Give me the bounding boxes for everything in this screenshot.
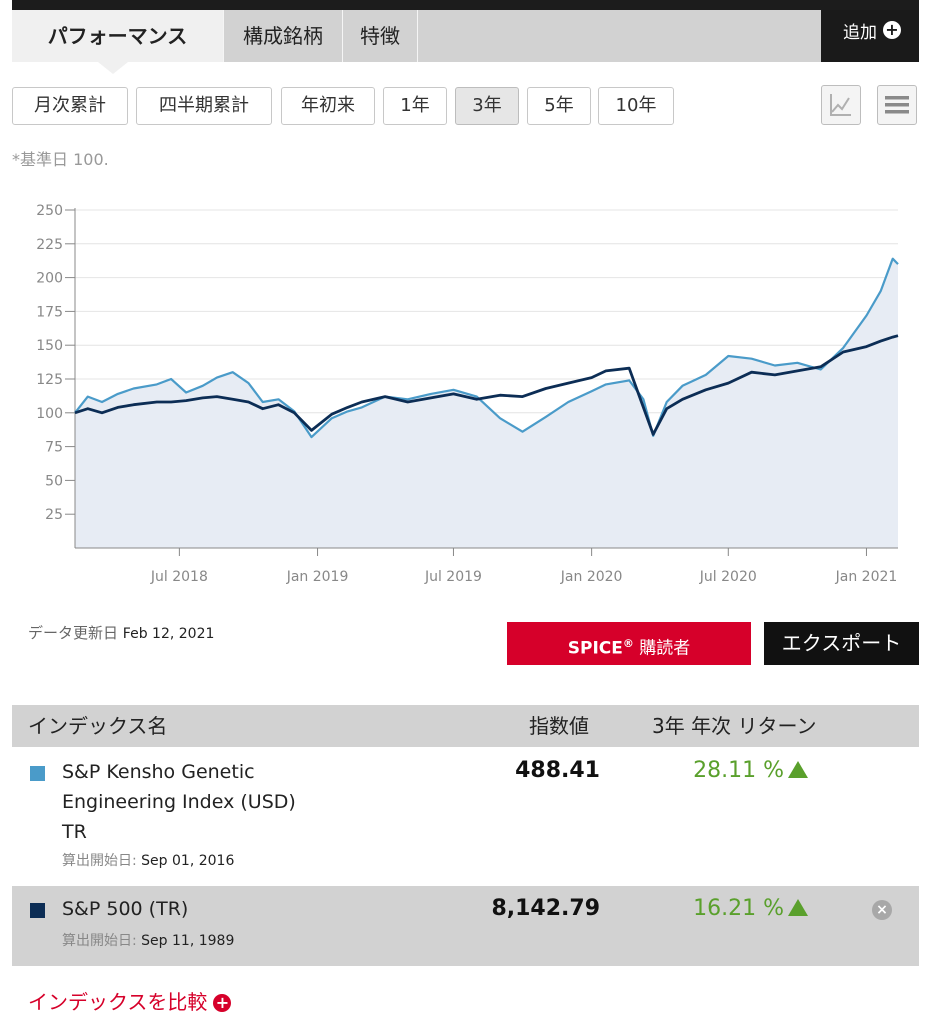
sp500-series-line <box>74 334 899 436</box>
table-row: S&P 500 (TR) 算出開始日: Sep 11, 1989 8,142.7… <box>12 886 919 966</box>
y-tick-label: 100 <box>36 406 63 422</box>
x-tick-label: Jul 2018 <box>150 569 208 585</box>
table-view-icon <box>885 96 909 114</box>
plus-circle-icon: + <box>213 994 232 1012</box>
data-updated: データ更新日 Feb 12, 2021 <box>28 622 214 643</box>
export-button[interactable]: エクスポート <box>764 622 919 665</box>
add-label: 追加 <box>843 23 877 43</box>
compare-label: インデックスを比較 <box>28 990 208 1014</box>
index-name: S&P 500 (TR) <box>62 894 188 924</box>
index-name-line: S&P Kensho Genetic <box>62 761 255 783</box>
chart-view-button[interactable] <box>821 85 861 125</box>
tab-performance[interactable]: パフォーマンス <box>12 10 223 62</box>
x-tick-label: Jan 2020 <box>560 569 623 585</box>
inception-value: Sep 11, 1989 <box>141 933 235 949</box>
tab-characteristics[interactable]: 特徴 <box>360 24 400 48</box>
index-name-line: Engineering Index (USD) <box>62 791 296 813</box>
annual-return: 16.21 % <box>608 896 808 921</box>
header-index-name: インデックス名 <box>28 714 168 738</box>
series-color-swatch <box>30 903 45 918</box>
index-value: 488.41 <box>515 758 600 783</box>
table-header: インデックス名 指数値 3年 年次 リターン <box>12 705 919 747</box>
period-10y-button[interactable]: 10年 <box>598 87 674 125</box>
tab-divider <box>342 10 343 62</box>
performance-chart: 25 50 75 100 125 150 175 200 225 250 Jul 2018 Jan 2… <box>36 203 899 585</box>
compare-index-link[interactable]: インデックスを比較 + <box>28 986 232 1015</box>
spice-sub-label: 購読者 <box>633 638 691 659</box>
line-chart-icon <box>830 94 851 116</box>
x-tick-label: Jan 2021 <box>835 569 898 585</box>
index-value: 8,142.79 <box>491 896 600 921</box>
header-index-value: 指数値 <box>529 714 589 738</box>
add-button[interactable]: 追加 + <box>821 10 919 62</box>
period-qtd-button[interactable]: 四半期累計 <box>136 87 272 125</box>
period-1y-button[interactable]: 1年 <box>383 87 447 125</box>
inception-label: 算出開始日: <box>62 933 137 949</box>
inception-label: 算出開始日: <box>62 853 137 869</box>
period-ytd-button[interactable]: 年初来 <box>281 87 375 125</box>
table-row: S&P Kensho Genetic Engineering Index (US… <box>12 747 919 886</box>
y-tick-label: 125 <box>36 372 63 388</box>
index-name-line: TR <box>62 821 87 843</box>
y-tick-label: 225 <box>36 237 63 253</box>
base-note: *基準日 100. <box>12 150 109 169</box>
y-tick-label: 250 <box>36 203 63 219</box>
up-arrow-icon <box>788 899 808 916</box>
y-tick-label: 75 <box>45 440 63 456</box>
return-value: 16.21 % <box>693 896 784 921</box>
plus-circle-icon: + <box>883 21 901 39</box>
y-tick-label: 50 <box>45 473 63 489</box>
period-5y-button[interactable]: 5年 <box>527 87 591 125</box>
top-bar <box>12 0 919 10</box>
tab-divider <box>223 10 224 62</box>
y-tick-label: 200 <box>36 271 63 287</box>
inception-value: Sep 01, 2016 <box>141 853 235 869</box>
period-3y-button[interactable]: 3年 <box>455 87 519 125</box>
period-mtd-button[interactable]: 月次累計 <box>12 87 128 125</box>
spice-subscriber-button[interactable]: SPICE® 購読者 <box>507 622 751 665</box>
registered-mark: ® <box>622 637 634 650</box>
spice-label: SPICE <box>567 638 623 659</box>
return-value: 28.11 % <box>693 758 784 783</box>
tab-bar: パフォーマンス 構成銘柄 特徴 追加 + <box>12 10 919 62</box>
x-tick-label: Jul 2019 <box>424 569 482 585</box>
tab-constituents[interactable]: 構成銘柄 <box>243 24 323 48</box>
index-name-line: S&P 500 (TR) <box>62 898 189 920</box>
series-color-swatch <box>30 766 45 781</box>
inception-date: 算出開始日: Sep 01, 2016 <box>62 850 234 870</box>
updated-date: Feb 12, 2021 <box>122 626 215 642</box>
up-arrow-icon <box>788 761 808 778</box>
inception-date: 算出開始日: Sep 11, 1989 <box>62 930 234 950</box>
index-name: S&P Kensho Genetic Engineering Index (US… <box>62 757 296 847</box>
annual-return: 28.11 % <box>608 758 808 783</box>
y-tick-label: 175 <box>36 304 63 320</box>
x-tick-label: Jan 2019 <box>286 569 349 585</box>
remove-index-button[interactable]: × <box>872 900 892 920</box>
header-annual-return: 3年 年次 リターン <box>652 714 817 738</box>
table-view-button[interactable] <box>877 85 917 125</box>
series-area-fill <box>75 258 898 548</box>
y-tick-label: 25 <box>45 507 63 523</box>
x-tick-label: Jul 2020 <box>699 569 757 585</box>
active-tab-pointer <box>98 62 128 74</box>
updated-label: データ更新日 <box>28 624 119 642</box>
y-tick-label: 150 <box>36 338 63 354</box>
kensho-series-line <box>74 257 899 439</box>
tab-divider <box>417 10 418 62</box>
